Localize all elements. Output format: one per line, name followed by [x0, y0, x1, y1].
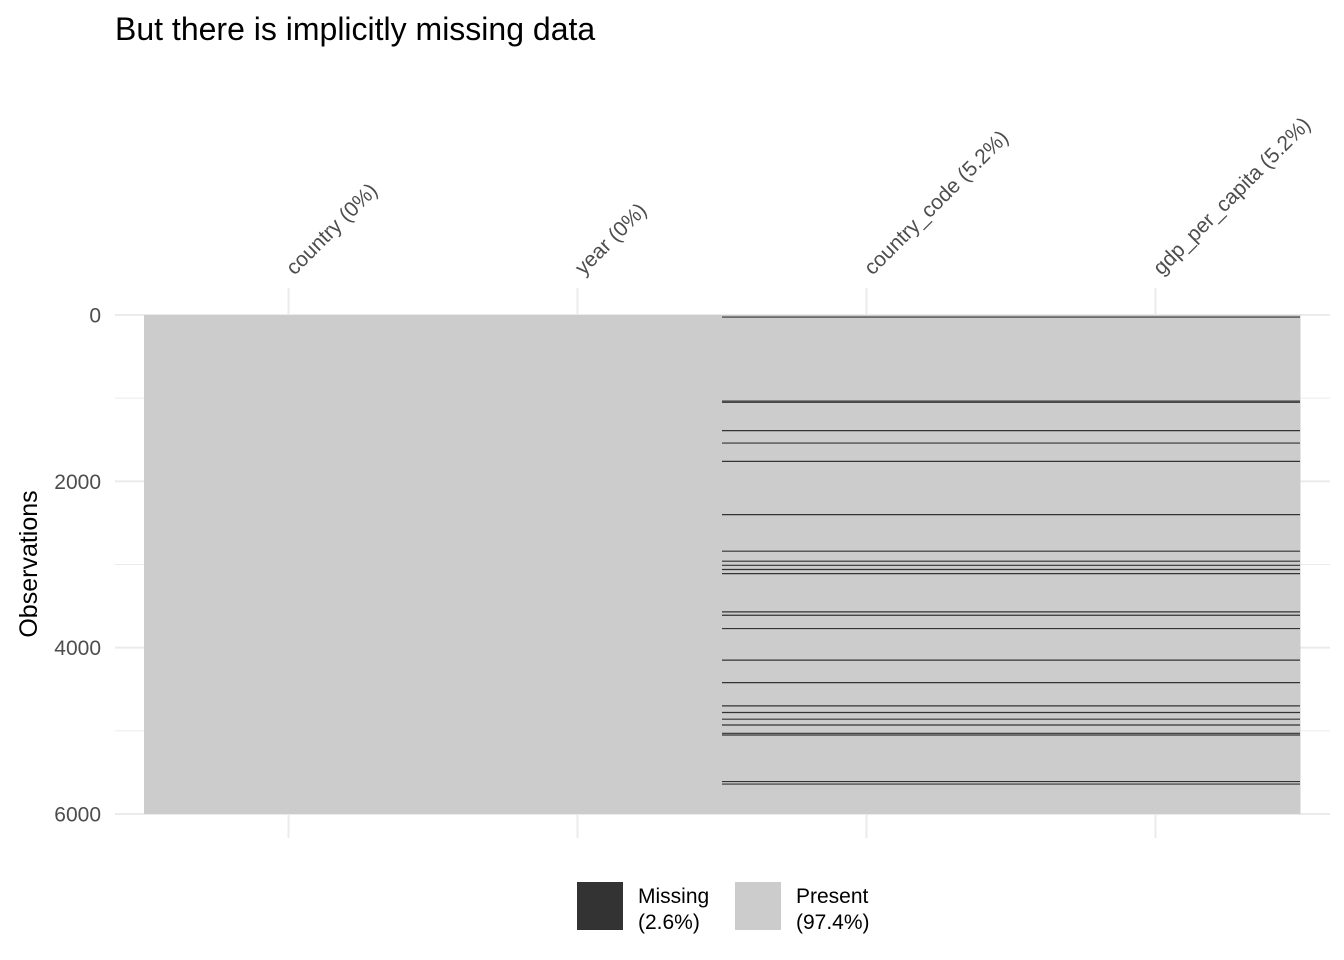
- tile-year: [433, 315, 723, 814]
- legend-label-present: Present: [796, 885, 869, 908]
- y-tick-label: 4000: [54, 637, 101, 660]
- y-axis-ticks: 0 2000 4000 6000: [54, 305, 101, 827]
- y-tick-label: 2000: [54, 471, 101, 494]
- legend-label-missing: Missing: [638, 885, 709, 908]
- tile-country: [144, 315, 434, 814]
- legend-key-present: [735, 882, 781, 930]
- legend-pct-present: (97.4%): [796, 911, 870, 934]
- y-axis-title: Observations: [15, 490, 43, 637]
- tile-country-code: [722, 315, 1012, 814]
- legend: Missing (2.6%) Present (97.4%): [577, 882, 870, 934]
- x-tick-label-gdp-per-capita: gdp_per_capita (5.2%): [1149, 113, 1316, 280]
- y-tick-label: 0: [89, 305, 101, 328]
- y-tick-label: 6000: [54, 804, 101, 827]
- x-tick-label-year: year (0%): [571, 199, 652, 280]
- x-tick-label-country-code: country_code (5.2%): [860, 126, 1013, 279]
- x-tick-label-country: country (0%): [282, 179, 382, 279]
- tile-gdp-per-capita: [1011, 315, 1301, 814]
- chart-title: But there is implicitly missing data: [115, 11, 595, 47]
- legend-key-missing: [577, 882, 623, 930]
- missing-marks: [722, 316, 1300, 785]
- x-axis-labels: country (0%) year (0%) country_code (5.2%)…: [282, 113, 1316, 280]
- legend-pct-missing: (2.6%): [638, 911, 700, 934]
- data-tiles: [144, 315, 1301, 814]
